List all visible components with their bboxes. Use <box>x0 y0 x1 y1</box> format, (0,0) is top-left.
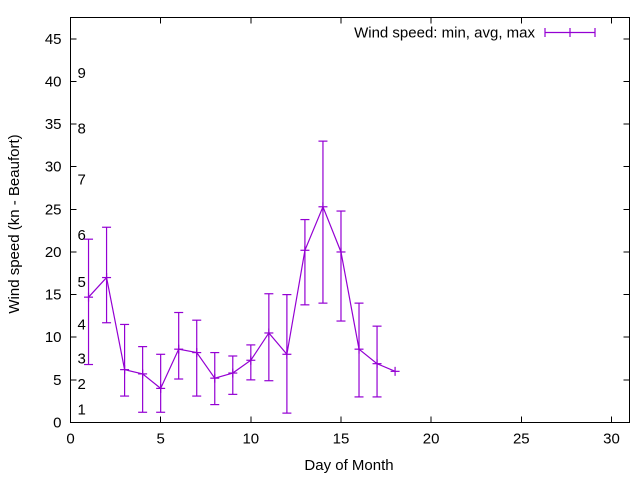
data-point-errorbar <box>210 351 220 406</box>
y-tick-label: 45 <box>45 31 62 48</box>
data-series-layer <box>84 140 400 414</box>
beaufort-scale-label: 8 <box>78 120 86 137</box>
beaufort-scale-labels: 1 2 3 4 5 6 7 8 9 <box>78 65 86 419</box>
x-tick-label: 20 <box>423 431 440 448</box>
beaufort-scale-label: 7 <box>78 172 86 189</box>
y-tick-label: 15 <box>45 287 62 304</box>
data-point-errorbar <box>174 311 184 380</box>
beaufort-scale-label: 2 <box>78 376 86 393</box>
data-point-errorbar <box>84 238 94 366</box>
data-point-errorbar <box>228 355 238 395</box>
data-point-errorbar <box>390 366 400 376</box>
y-tick-label: 35 <box>45 116 62 133</box>
data-point-errorbar <box>336 210 346 322</box>
x-tick-label: 0 <box>66 431 74 448</box>
data-point-errorbar <box>282 294 292 414</box>
x-axis-ticks: 0 5 10 15 20 25 30 <box>66 17 620 448</box>
data-point-errorbar <box>264 293 274 382</box>
beaufort-scale-label: 1 <box>78 402 86 419</box>
data-point-errorbar <box>156 353 166 413</box>
data-point-errorbar <box>354 302 364 398</box>
beaufort-scale-label: 3 <box>78 351 86 368</box>
y-tick-label: 30 <box>45 159 62 176</box>
legend-sample-errorbar <box>544 28 596 37</box>
data-point-errorbar <box>246 344 256 381</box>
data-point-errorbar <box>318 140 328 304</box>
y-tick-label: 20 <box>45 244 62 261</box>
y-tick-label: 0 <box>53 415 61 432</box>
beaufort-scale-label: 9 <box>78 65 86 82</box>
avg-series-line <box>88 205 396 390</box>
x-axis-title: Day of Month <box>304 457 393 474</box>
data-point-errorbar <box>102 226 112 324</box>
y-tick-label: 5 <box>53 372 61 389</box>
x-tick-label: 10 <box>242 431 259 448</box>
y-tick-label: 40 <box>45 73 62 90</box>
x-tick-label: 15 <box>333 431 350 448</box>
data-point-errorbar <box>138 346 148 413</box>
beaufort-scale-label: 6 <box>78 227 86 244</box>
x-tick-label: 30 <box>603 431 620 448</box>
y-tick-label: 25 <box>45 201 62 218</box>
y-axis-title: Wind speed (kn - Beaufort) <box>6 134 23 313</box>
beaufort-scale-label: 5 <box>78 274 86 291</box>
data-point-errorbar <box>372 325 382 398</box>
plot-frame <box>70 17 630 423</box>
legend-label: Wind speed: min, avg, max <box>354 25 535 42</box>
y-tick-label: 10 <box>45 329 62 346</box>
chart-legend: Wind speed: min, avg, max <box>354 25 596 42</box>
data-point-errorbar <box>120 323 130 397</box>
beaufort-scale-label: 4 <box>78 316 86 333</box>
data-point-errorbar <box>192 319 202 397</box>
x-tick-label: 25 <box>513 431 530 448</box>
x-tick-label: 5 <box>156 431 164 448</box>
data-point-errorbar <box>300 218 310 306</box>
